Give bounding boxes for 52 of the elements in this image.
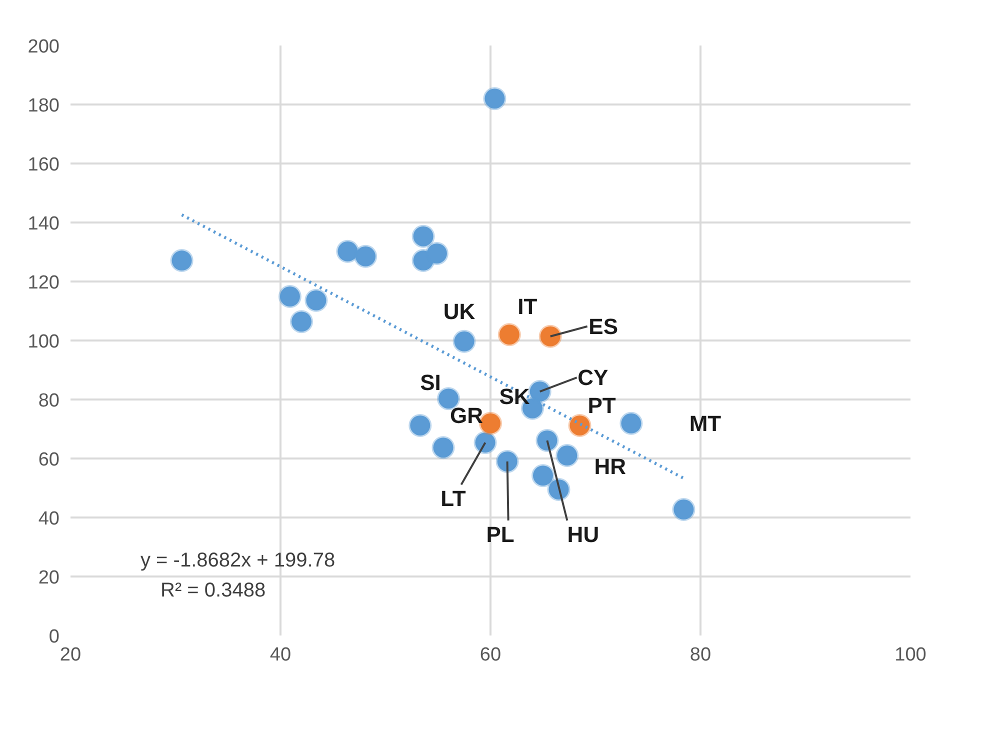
annotation: MT — [689, 410, 722, 436]
point — [620, 412, 643, 435]
y-tick-label: 140 — [28, 214, 60, 234]
annotation: SI — [420, 370, 441, 396]
point — [483, 87, 506, 110]
point — [408, 414, 432, 437]
point — [354, 244, 378, 268]
point — [474, 431, 497, 454]
annotation: ES — [588, 314, 618, 339]
annotation: HU — [567, 522, 600, 548]
point — [568, 414, 592, 437]
x-tick-label: 80 — [690, 644, 712, 666]
y-tick-label: 200 — [28, 36, 60, 58]
annotation: y = -1.8682x + 199.78 — [140, 550, 336, 572]
point — [278, 285, 302, 308]
y-tick-label: 0 — [48, 626, 60, 648]
annotation: PT — [588, 392, 616, 418]
point — [452, 330, 476, 353]
y-tick-label: 80 — [38, 390, 60, 412]
point — [336, 240, 360, 263]
annotation: IT — [518, 294, 538, 320]
point — [412, 224, 435, 248]
y-tick-label: 100 — [28, 332, 60, 352]
point — [672, 498, 696, 522]
point — [496, 450, 519, 473]
y-tick-label: 20 — [38, 568, 60, 588]
x-tick-label: 60 — [480, 644, 502, 666]
point — [432, 436, 455, 460]
point — [532, 464, 554, 488]
annotation: GR — [450, 402, 484, 428]
annotation: R² = 0.3488 — [160, 580, 266, 602]
annotation: CY — [578, 365, 608, 390]
y-tick-label: 160 — [28, 154, 60, 176]
point — [425, 242, 448, 265]
annotation: UK — [443, 298, 476, 324]
point — [536, 429, 559, 452]
y-tick-label: 180 — [28, 96, 60, 116]
point — [498, 323, 521, 346]
point — [290, 310, 313, 334]
y-tick-label: 60 — [38, 450, 60, 470]
y-tick-label: 40 — [38, 508, 60, 530]
y-tick-label: 120 — [28, 272, 60, 294]
annotation: PL — [486, 522, 514, 547]
point — [170, 249, 194, 272]
x-tick-label: 20 — [60, 644, 82, 666]
point — [556, 444, 579, 468]
annotation: HR — [594, 454, 626, 480]
point — [304, 288, 328, 312]
x-tick-label: 100 — [894, 644, 926, 666]
annotation: LT — [440, 486, 466, 512]
point — [538, 324, 562, 348]
x-tick-label: 40 — [270, 644, 292, 666]
